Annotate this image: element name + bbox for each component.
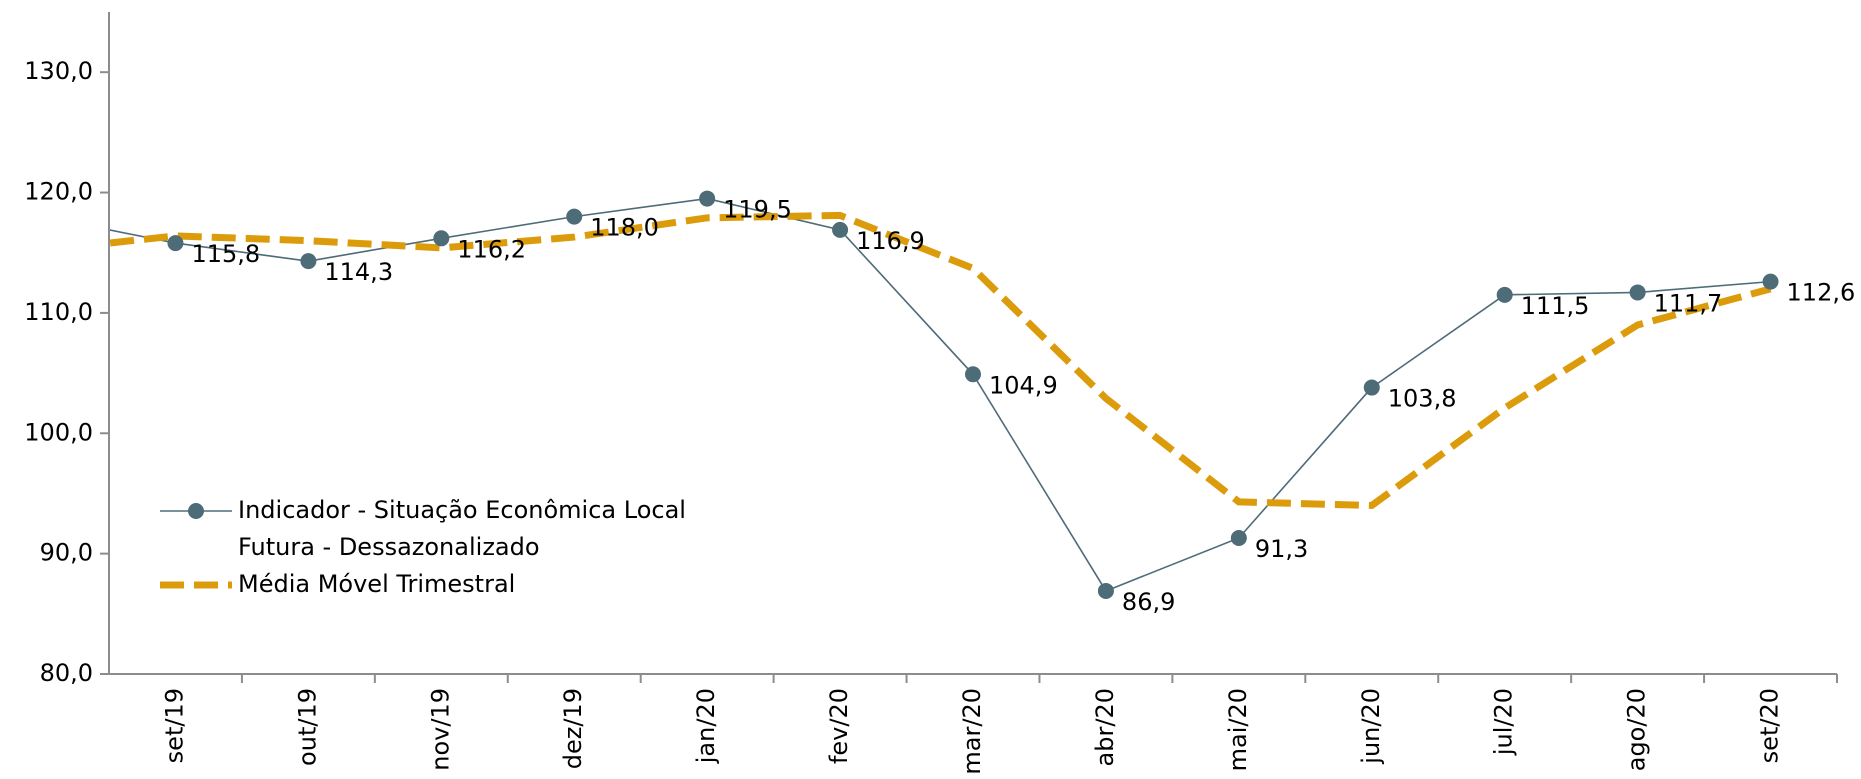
plot-area xyxy=(35,190,1779,599)
data-label: 115,8 xyxy=(191,240,260,268)
data-label: 114,3 xyxy=(324,258,393,286)
x-tick-label: jun/20 xyxy=(1357,688,1385,765)
y-tick-label: 130,0 xyxy=(24,57,93,85)
x-tick-label: mar/20 xyxy=(958,688,986,775)
x-tick-label: set/20 xyxy=(1756,688,1784,763)
x-tick-label: set/19 xyxy=(160,688,188,763)
data-label: 103,8 xyxy=(1388,385,1457,413)
x-tick-label: nov/19 xyxy=(426,688,454,771)
legend-label: Média Móvel Trimestral xyxy=(238,570,515,598)
data-point xyxy=(1363,379,1380,396)
data-point xyxy=(699,190,716,207)
data-label: 119,5 xyxy=(723,196,792,224)
data-point xyxy=(35,209,51,225)
x-tick-label: abr/20 xyxy=(1091,688,1119,766)
x-tick-label: dez/19 xyxy=(559,688,587,769)
data-point xyxy=(1496,286,1513,303)
x-tick-label: mai/20 xyxy=(1224,688,1252,771)
indicator-line xyxy=(109,197,1771,592)
data-label: 116,9 xyxy=(856,227,925,255)
data-point xyxy=(1629,284,1646,301)
x-tick-label: jul/20 xyxy=(1490,688,1518,756)
data-label: 111,7 xyxy=(1654,289,1723,317)
data-point xyxy=(300,253,317,270)
legend-label: Indicador - Situação Econômica Local Futu… xyxy=(238,496,686,561)
x-tick-label: out/19 xyxy=(293,688,321,766)
data-point xyxy=(167,235,184,252)
data-label: 104,9 xyxy=(989,371,1058,399)
data-point xyxy=(433,230,450,247)
moving-average-line xyxy=(109,211,1772,510)
data-point xyxy=(566,208,583,225)
y-tick-label: 100,0 xyxy=(24,418,93,446)
x-tick-label: jan/20 xyxy=(692,688,720,764)
legend-label-line: Indicador - Situação Econômica Local xyxy=(238,496,686,524)
x-tick-label: fev/20 xyxy=(825,688,853,764)
data-point xyxy=(965,366,981,383)
y-tick-label: 90,0 xyxy=(40,539,93,567)
data-label: 111,5 xyxy=(1521,292,1590,320)
data-label: 86,9 xyxy=(1122,588,1175,616)
y-tick-label: 80,0 xyxy=(40,659,93,687)
data-label: 91,3 xyxy=(1255,535,1308,563)
legend-label-line: Futura - Dessazonalizado xyxy=(238,533,540,561)
data-point xyxy=(1230,529,1247,546)
y-tick-label: 110,0 xyxy=(24,298,93,326)
data-label: 112,6 xyxy=(1787,279,1856,307)
data-point xyxy=(1097,582,1114,599)
data-label: 116,2 xyxy=(457,235,526,263)
x-tick-label: ago/20 xyxy=(1623,688,1651,771)
data-point xyxy=(832,221,849,238)
legend-marker xyxy=(188,503,204,519)
data-point xyxy=(1762,273,1779,290)
data-label: 118,0 xyxy=(590,214,659,242)
y-tick-label: 120,0 xyxy=(24,178,93,206)
